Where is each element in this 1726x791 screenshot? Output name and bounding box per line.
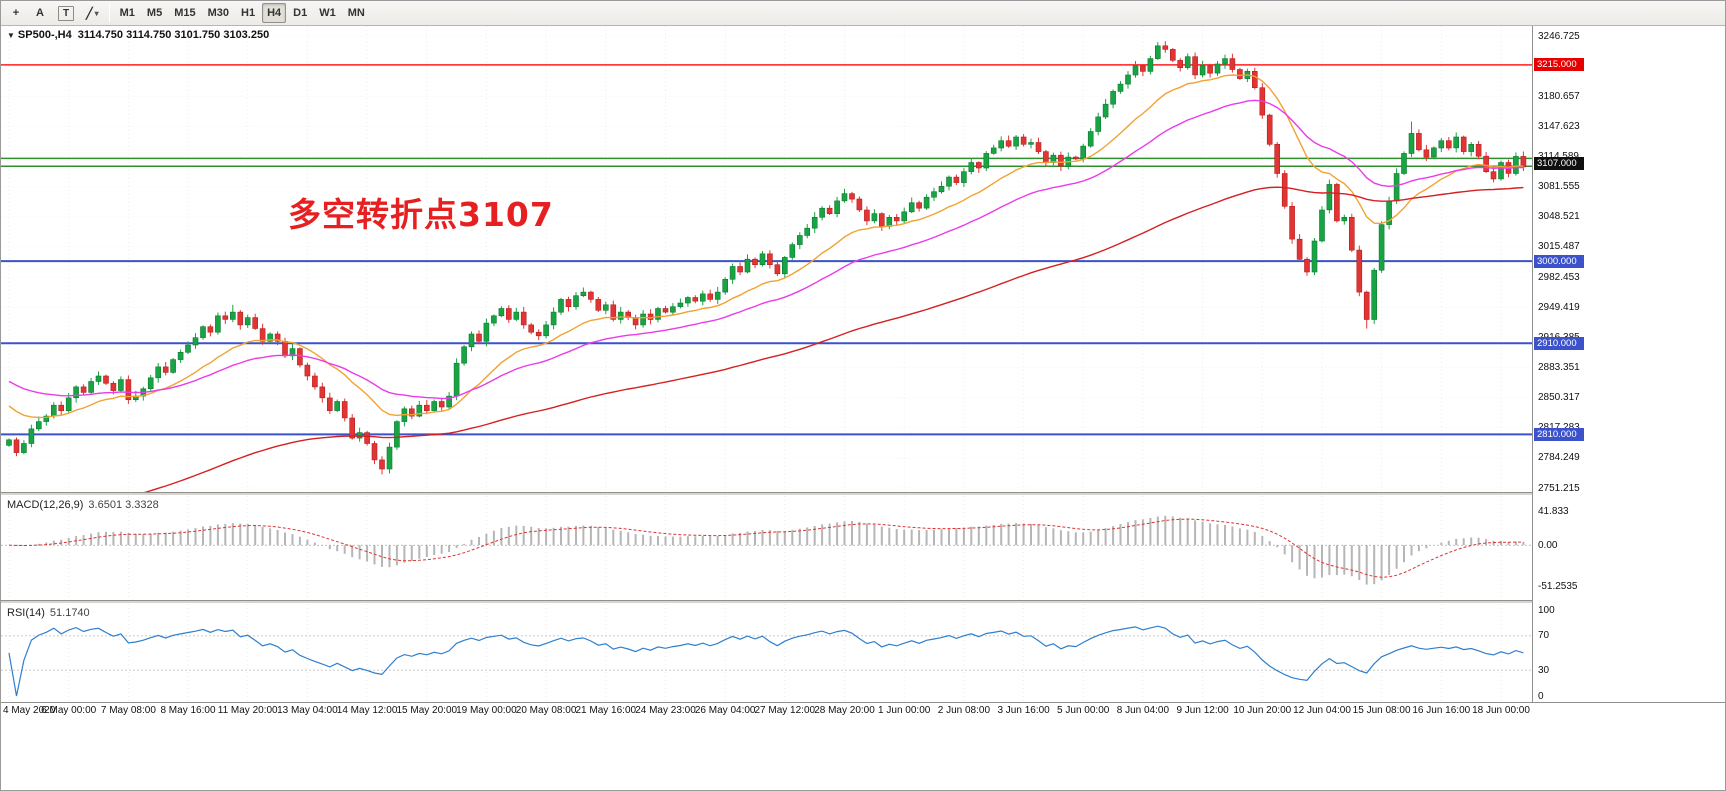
time-axis-label: 14 May 12:00: [336, 705, 398, 716]
price-axis-label: 3114.589: [1538, 151, 1579, 162]
price-axis-label: 3048.521: [1538, 211, 1580, 223]
timeframe-m5-button[interactable]: M5: [146, 7, 163, 19]
time-axis-label: 5 Jun 00:00: [1057, 705, 1110, 716]
price-axis-label: 2949.419: [1538, 301, 1580, 313]
chart-text-annotation[interactable]: 多空转折点3107: [288, 195, 554, 234]
rsi-pane[interactable]: RSI(14) 51.1740: [1, 604, 1532, 702]
rsi-axis-label: 100: [1538, 604, 1555, 616]
rsi-label: RSI(14) 51.1740: [7, 607, 90, 619]
empty-area: [1, 719, 1725, 790]
macd-axis-label: 41.833: [1538, 506, 1569, 518]
time-axis-label: 6 May 00:00: [41, 705, 97, 716]
rsi-axis-label: 30: [1538, 664, 1550, 676]
pane-splitter[interactable]: [1, 600, 1725, 604]
crosshair-icon: +: [12, 7, 20, 19]
level-price-label: 2810.000: [1534, 427, 1584, 441]
time-axis-label: 15 May 20:00: [396, 705, 458, 716]
price-axis-label: 3015.487: [1538, 241, 1580, 253]
timeframe-mn-button[interactable]: MN: [347, 7, 365, 19]
time-axis-label: 7 May 08:00: [100, 705, 156, 716]
timeframe-h1-button[interactable]: H1: [241, 7, 256, 19]
macd-pane[interactable]: MACD(12,26,9) 3.6501 3.3328: [1, 496, 1532, 600]
toolbar-separator: [108, 4, 110, 22]
time-axis-label: 3 Jun 16:00: [997, 705, 1050, 716]
time-axis-label: 4 May 2020: [3, 705, 56, 716]
price-axis-label: 3147.623: [1538, 120, 1580, 132]
time-axis-label: 2 Jun 08:00: [937, 705, 991, 716]
time-axis-label: 12 Jun 04:00: [1293, 705, 1351, 716]
toolbar: + A T ╱ ▾ M1 M5 M15 M30 H1 H4 D1 W1 MN: [1, 1, 1725, 26]
symbol-timeframe-label: SP500-,H4: [17, 29, 72, 41]
time-axis-label: 13 May 04:00: [277, 705, 338, 716]
time-axis-label: 28 May 20:00: [814, 705, 875, 716]
price-axis-label: 2817.283: [1538, 422, 1580, 433]
chart-title: ▼ SP500-,H4 3114.750 3114.750 3101.750 310…: [7, 29, 269, 41]
level-price-label: 3000.000: [1534, 254, 1584, 268]
symbol-dropdown-icon[interactable]: ▼: [7, 31, 15, 40]
timeframe-w1-button[interactable]: W1: [319, 7, 336, 19]
annotation-tool-button[interactable]: A: [29, 3, 51, 23]
time-axis-label: 15 Jun 08:00: [1352, 705, 1411, 716]
time-axis-label: 9 Jun 12:00: [1176, 705, 1229, 716]
macd-axis-label: -51.2535: [1538, 580, 1578, 592]
price-axis-label: 3246.725: [1538, 30, 1580, 42]
price-scale[interactable]: 3246.7253213.6913180.6573147.6233114.589…: [1532, 26, 1725, 719]
text-tool-icon: T: [58, 5, 74, 21]
time-axis-label: 26 May 04:00: [694, 705, 756, 716]
macd-values: 3.6501 3.3328: [88, 499, 159, 511]
macd-axis-label: 0.00: [1538, 539, 1558, 551]
ohlc-values: 3114.750 3114.750 3101.750 3103.250: [77, 29, 270, 41]
time-axis-label: 8 May 16:00: [160, 705, 216, 716]
timeframe-m15-button[interactable]: M15: [174, 7, 196, 19]
level-price-label: 2910.000: [1534, 336, 1584, 350]
macd-label: MACD(12,26,9) 3.6501 3.3328: [7, 499, 159, 511]
time-axis-label: 24 May 23:00: [635, 705, 696, 716]
time-axis-label: 1 Jun 00:00: [878, 705, 931, 716]
timeframe-m1-button[interactable]: M1: [119, 7, 135, 19]
time-axis[interactable]: 4 May 2020 6 May 00:00 7 May 08:00 8 May 16…: [1, 702, 1725, 719]
rsi-axis-label: 70: [1538, 630, 1550, 642]
price-axis-label: 2982.453: [1538, 271, 1580, 283]
price-axis-label: 2751.215: [1538, 482, 1580, 494]
price-axis-label: 3081.555: [1538, 181, 1580, 193]
rsi-value: 51.1740: [49, 607, 90, 619]
time-axis-label: 21 May 16:00: [575, 705, 637, 716]
price-axis-label: 2883.351: [1538, 362, 1580, 373]
price-axis-label: 2850.317: [1538, 392, 1580, 404]
timeframe-d1-button[interactable]: D1: [293, 7, 308, 19]
time-axis-label: 10 Jun 20:00: [1233, 705, 1292, 716]
rsi-axis-label: 0: [1538, 690, 1544, 702]
pane-splitter[interactable]: [1, 492, 1725, 496]
time-axis-label: 8 Jun 04:00: [1116, 705, 1170, 716]
timeframe-h4-button[interactable]: H4: [262, 3, 287, 23]
main-chart-pane[interactable]: ▼ SP500-,H4 3114.750 3114.750 3101.750 310…: [1, 26, 1532, 492]
time-axis-label: 20 May 08:00: [515, 705, 577, 716]
crosshair-button[interactable]: +: [5, 3, 27, 23]
time-axis-label: 27 May 12:00: [754, 705, 816, 716]
timeframe-m30-button[interactable]: M30: [207, 7, 230, 19]
current-price-label: 3107.000: [1534, 157, 1584, 170]
text-tool-button[interactable]: T: [53, 3, 79, 23]
draw-tools-button[interactable]: ╱ ▾: [81, 3, 104, 23]
draw-tools-icon: ╱: [86, 7, 93, 20]
time-axis-label: 18 Jun 00:00: [1472, 705, 1530, 716]
time-axis-label: 11 May 20:00: [217, 705, 278, 716]
time-axis-label: 19 May 00:00: [456, 705, 517, 716]
candlestick-chart-canvas[interactable]: [1, 26, 1532, 492]
price-axis-label: 2784.249: [1538, 452, 1580, 464]
annotation-tool-icon: A: [36, 7, 44, 19]
rsi-canvas[interactable]: [1, 604, 1532, 702]
chevron-down-icon: ▾: [94, 8, 99, 18]
macd-canvas[interactable]: [1, 496, 1532, 600]
level-price-label: 3215.000: [1534, 58, 1584, 72]
price-axis-label: 3180.657: [1538, 90, 1580, 102]
time-axis-label: 16 Jun 16:00: [1412, 705, 1471, 716]
